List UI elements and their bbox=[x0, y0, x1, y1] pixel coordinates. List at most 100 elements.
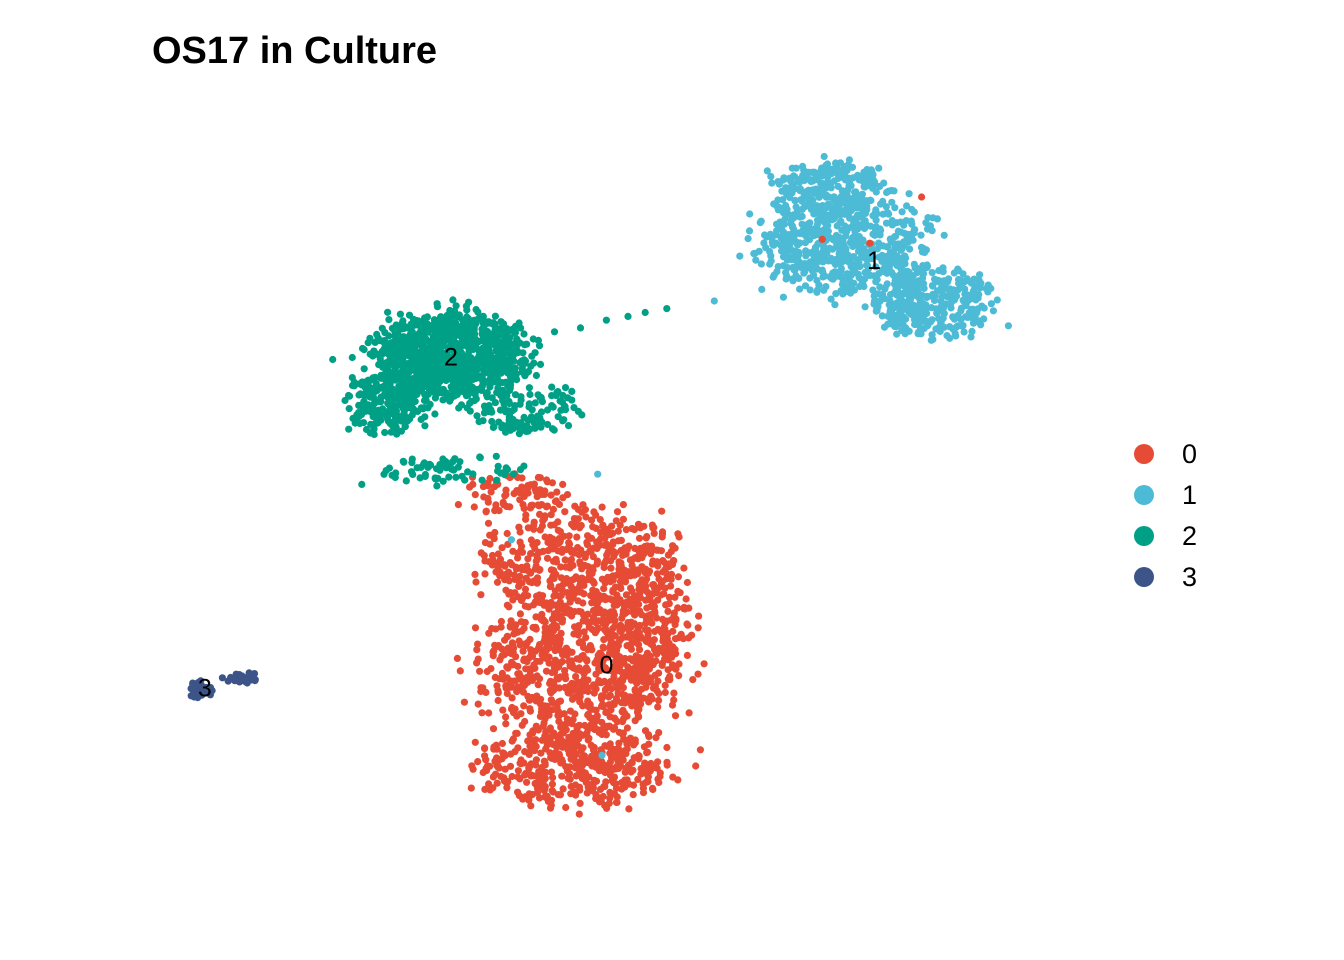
cell-point-cluster-0 bbox=[651, 682, 660, 690]
cell-point-cluster-0 bbox=[650, 602, 659, 611]
cell-point-cluster-0 bbox=[510, 490, 518, 498]
cell-point-cluster-1 bbox=[905, 190, 913, 198]
cell-point-cluster-2 bbox=[474, 385, 482, 394]
cell-point-cluster-1 bbox=[959, 321, 967, 330]
cell-point-cluster-0 bbox=[580, 628, 588, 636]
cell-point-cluster-0 bbox=[564, 689, 572, 697]
cell-point-cluster-0 bbox=[555, 712, 563, 720]
cell-point-cluster-0 bbox=[518, 563, 526, 571]
cell-point-cluster-1 bbox=[928, 269, 936, 277]
cell-point-cluster-2 bbox=[378, 393, 386, 401]
cell-point-cluster-0 bbox=[563, 715, 571, 723]
cell-point-cluster-0 bbox=[474, 700, 482, 708]
cell-point-cluster-0 bbox=[685, 709, 693, 717]
cluster-0-points bbox=[453, 469, 708, 818]
cell-point-cluster-0 bbox=[599, 643, 607, 651]
cell-point-cluster-0 bbox=[499, 706, 507, 714]
cell-point-cluster-2 bbox=[385, 343, 393, 351]
cell-point-cluster-0 bbox=[533, 493, 541, 501]
cell-point-cluster-2 bbox=[351, 419, 359, 427]
cell-point-cluster-1 bbox=[917, 231, 925, 239]
cell-point-cluster-0 bbox=[526, 731, 534, 739]
chart-title: OS17 in Culture bbox=[152, 30, 437, 72]
cell-point-cluster-0 bbox=[654, 546, 662, 554]
cell-point-cluster-1 bbox=[912, 313, 920, 321]
cell-point-cluster-2 bbox=[391, 410, 399, 418]
cell-point-cluster-1 bbox=[858, 190, 867, 198]
cell-point-cluster-2 bbox=[388, 324, 396, 332]
cell-point-cluster-0 bbox=[523, 639, 531, 647]
cell-point-cluster-0 bbox=[605, 767, 613, 775]
cell-point-cluster-1 bbox=[828, 169, 836, 178]
cell-point-cluster-1 bbox=[878, 312, 886, 320]
cell-point-cluster-2 bbox=[348, 353, 356, 362]
cell-point-cluster-0 bbox=[579, 687, 587, 695]
cell-point-cluster-2 bbox=[385, 316, 393, 324]
cell-point-cluster-1 bbox=[846, 239, 854, 247]
cell-point-cluster-1 bbox=[886, 235, 894, 243]
cell-point-cluster-1 bbox=[987, 300, 996, 308]
cell-point-cluster-1 bbox=[831, 260, 840, 269]
cell-point-cluster-2 bbox=[329, 355, 337, 364]
cell-point-cluster-0 bbox=[597, 746, 605, 754]
cell-point-cluster-1 bbox=[594, 470, 602, 478]
cell-point-cluster-0 bbox=[585, 724, 593, 733]
cell-point-cluster-1 bbox=[862, 251, 871, 260]
cell-point-cluster-2 bbox=[478, 476, 486, 484]
cell-point-cluster-1 bbox=[777, 224, 785, 232]
cell-point-cluster-1 bbox=[901, 330, 909, 338]
cell-point-cluster-2 bbox=[534, 412, 542, 420]
cell-point-cluster-0 bbox=[481, 539, 489, 547]
cell-point-cluster-0 bbox=[668, 701, 677, 709]
cell-point-cluster-0 bbox=[548, 669, 556, 677]
cell-point-cluster-1 bbox=[883, 188, 891, 197]
cell-point-cluster-1 bbox=[969, 287, 978, 295]
cell-point-cluster-2 bbox=[492, 347, 500, 355]
cell-point-cluster-2 bbox=[423, 313, 431, 321]
cell-point-cluster-1 bbox=[904, 306, 912, 314]
cell-point-cluster-1 bbox=[870, 297, 879, 305]
cell-point-cluster-2 bbox=[452, 473, 460, 481]
cell-point-cluster-1 bbox=[897, 281, 906, 289]
cell-point-cluster-0 bbox=[487, 488, 495, 496]
cell-point-cluster-0 bbox=[500, 561, 508, 569]
cell-point-cluster-0 bbox=[584, 676, 592, 684]
cell-point-cluster-2 bbox=[388, 471, 396, 479]
legend-label-3: 3 bbox=[1182, 562, 1197, 592]
cell-point-cluster-0 bbox=[611, 549, 620, 557]
cell-point-cluster-2 bbox=[344, 391, 353, 400]
cell-point-cluster-0 bbox=[675, 660, 683, 668]
cell-point-cluster-1 bbox=[796, 263, 804, 271]
cell-point-cluster-0 bbox=[538, 501, 546, 509]
cell-point-cluster-1 bbox=[839, 238, 847, 246]
cell-point-cluster-0 bbox=[486, 474, 494, 483]
cell-point-cluster-0 bbox=[617, 621, 625, 629]
cell-point-cluster-2 bbox=[356, 380, 364, 388]
cell-point-cluster-2 bbox=[492, 354, 500, 362]
cell-point-cluster-0 bbox=[527, 536, 536, 544]
cell-point-cluster-2 bbox=[451, 455, 459, 463]
cell-point-cluster-0 bbox=[538, 610, 546, 619]
cell-point-cluster-1 bbox=[845, 174, 853, 182]
cell-point-cluster-2 bbox=[449, 333, 458, 341]
cell-point-cluster-1 bbox=[809, 196, 817, 204]
cell-point-cluster-0 bbox=[513, 729, 521, 738]
cell-point-cluster-1 bbox=[818, 266, 826, 274]
cell-point-cluster-2 bbox=[449, 296, 457, 304]
cell-point-cluster-1 bbox=[940, 304, 948, 312]
cell-point-cluster-0 bbox=[625, 805, 633, 813]
cell-point-cluster-0 bbox=[593, 712, 601, 720]
cell-point-cluster-0 bbox=[480, 552, 488, 560]
cell-point-cluster-0 bbox=[592, 706, 600, 714]
cell-point-cluster-1 bbox=[977, 279, 985, 287]
cell-point-cluster-0 bbox=[664, 607, 672, 616]
cell-point-cluster-0 bbox=[582, 656, 591, 664]
cell-point-cluster-0 bbox=[584, 610, 592, 618]
cell-point-cluster-0 bbox=[605, 701, 613, 709]
cell-point-cluster-1 bbox=[972, 296, 980, 304]
cell-point-cluster-0 bbox=[505, 577, 513, 585]
cell-point-cluster-0 bbox=[674, 587, 682, 596]
cell-point-cluster-1 bbox=[914, 282, 922, 290]
cell-point-cluster-2 bbox=[485, 408, 493, 416]
